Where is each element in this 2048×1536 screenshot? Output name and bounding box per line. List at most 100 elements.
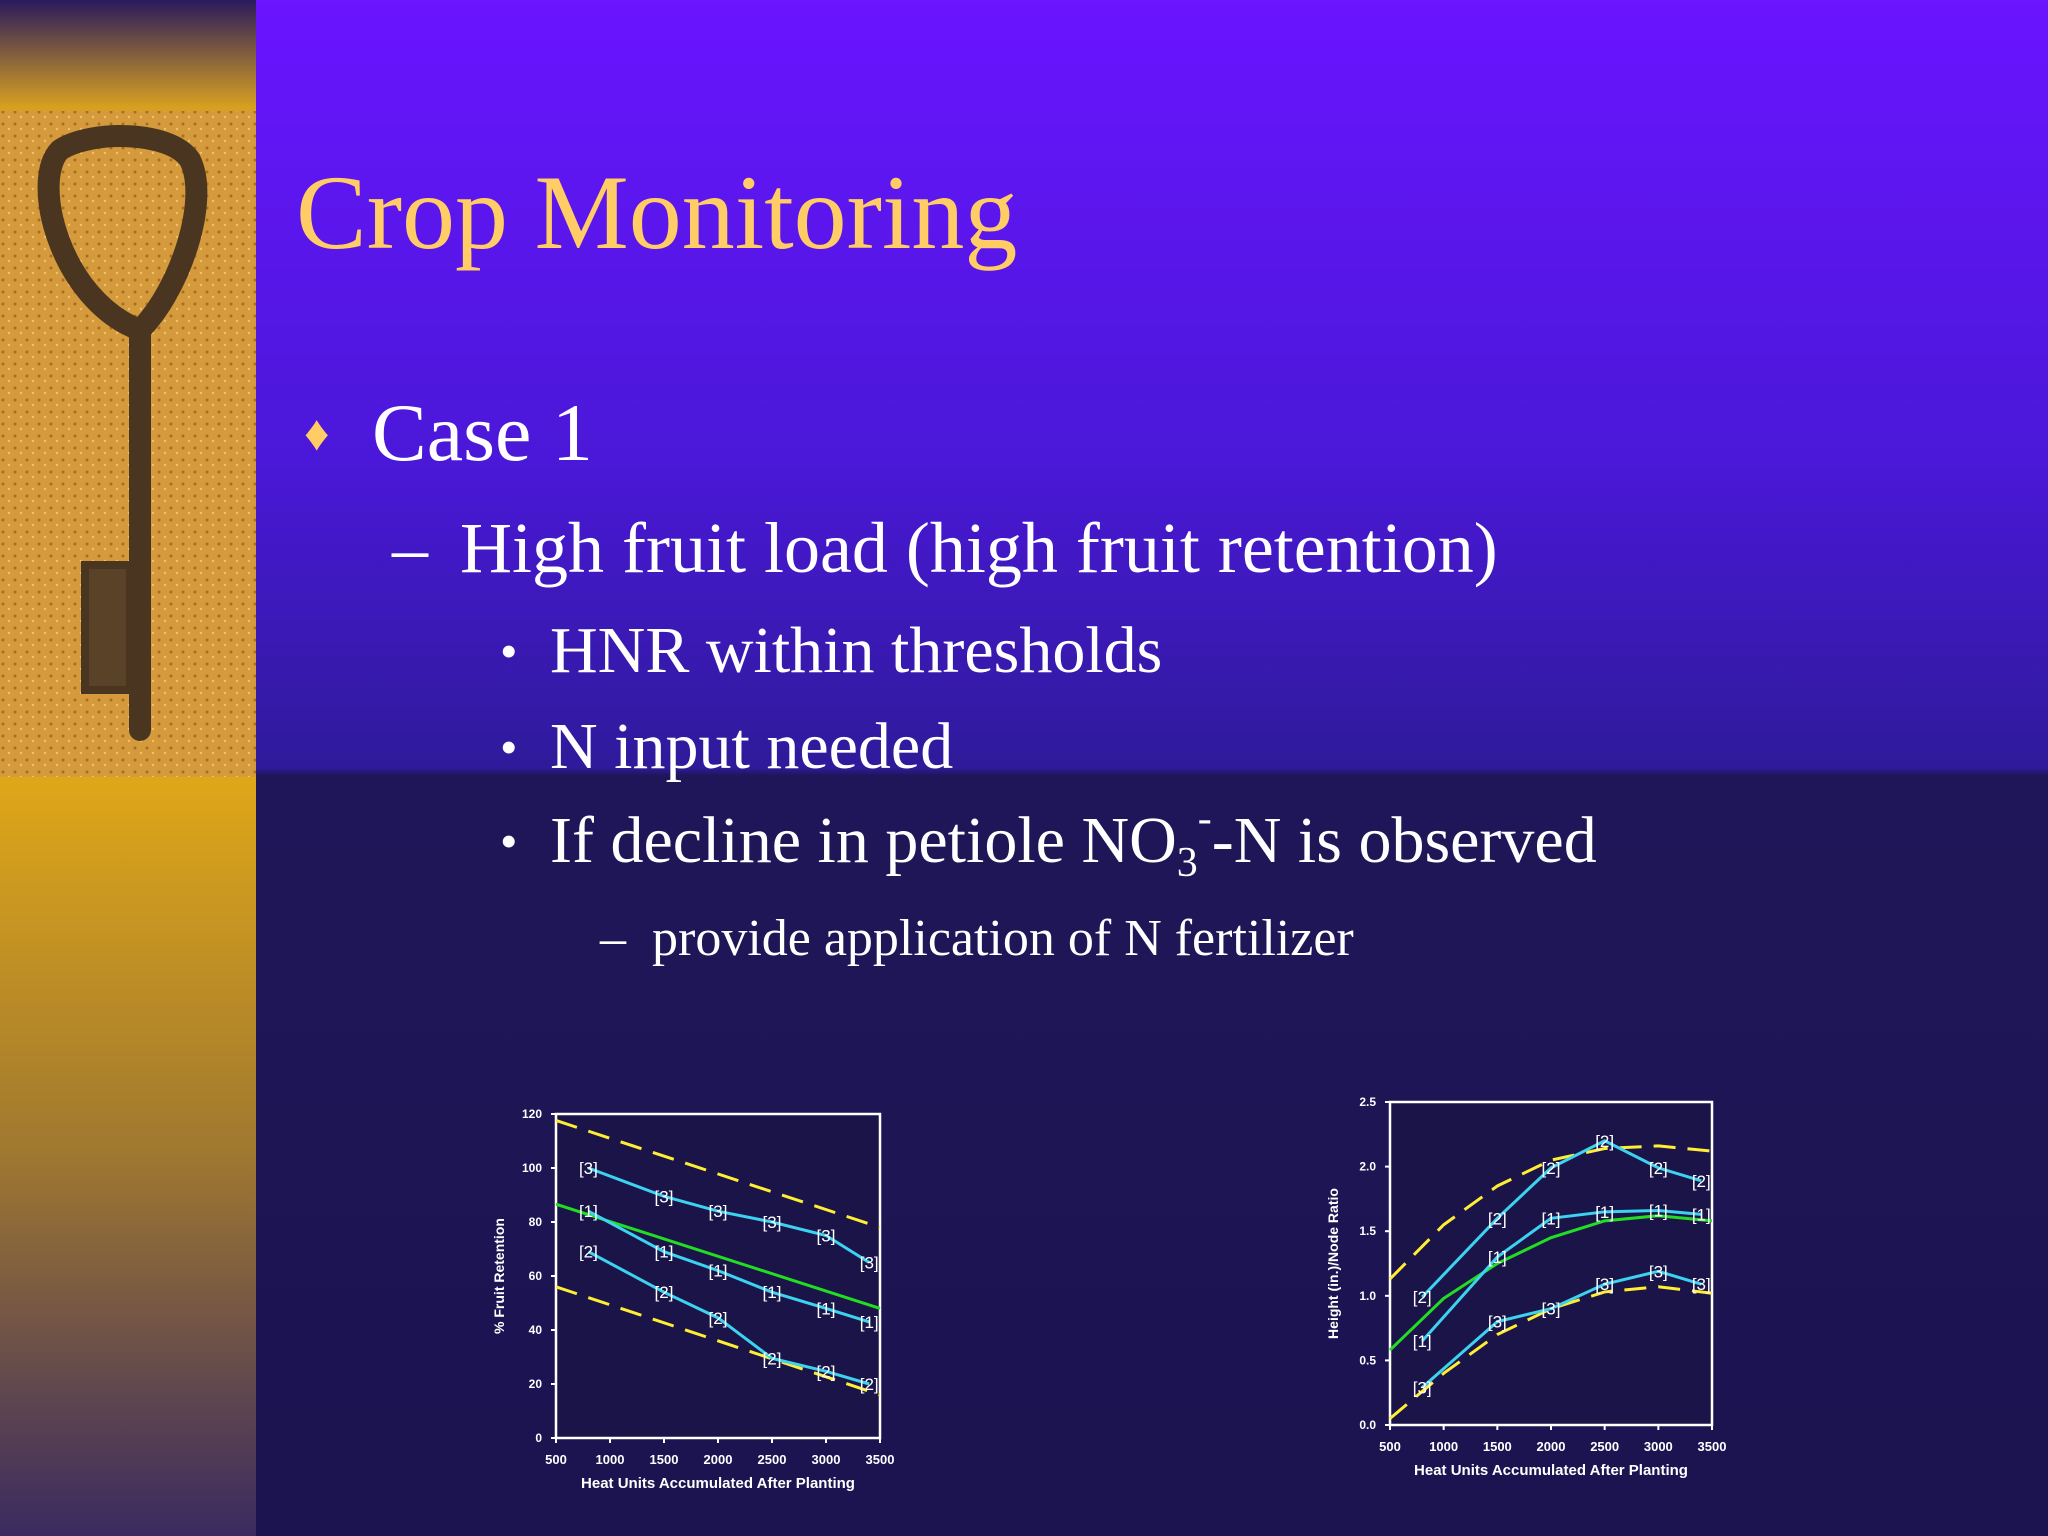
x-tick-label: 2000 xyxy=(704,1452,733,1467)
point-label: [1] xyxy=(1595,1203,1614,1222)
point-label: [3] xyxy=(1542,1300,1561,1319)
series-line xyxy=(1388,1214,1713,1352)
level4-text: provide application of N fertilizer xyxy=(652,910,1354,967)
series-line xyxy=(1421,1269,1702,1389)
series-line xyxy=(587,1166,870,1264)
point-label: [2] xyxy=(1649,1159,1668,1178)
point-label: [2] xyxy=(1413,1288,1432,1307)
series-line xyxy=(1421,1139,1702,1299)
x-tick-label: 500 xyxy=(545,1452,567,1467)
plot-area xyxy=(1388,1100,1714,1427)
series-line xyxy=(587,1250,870,1386)
point-label: [3] xyxy=(1692,1275,1711,1294)
point-label: [3] xyxy=(763,1213,782,1232)
point-label: [1] xyxy=(1542,1209,1561,1228)
point-label: [1] xyxy=(1692,1205,1711,1224)
x-tick-label: 2500 xyxy=(758,1452,787,1467)
x-tick-label: 1500 xyxy=(650,1452,679,1467)
y-tick-label: 2.5 xyxy=(1359,1095,1376,1109)
point-label: [2] xyxy=(709,1309,728,1328)
y-tick-label: 0 xyxy=(535,1431,542,1445)
point-label: [2] xyxy=(655,1283,674,1302)
series-line xyxy=(555,1119,881,1229)
x-tick-label: 1000 xyxy=(1429,1439,1458,1454)
y-tick-label: 120 xyxy=(522,1107,542,1121)
subscript: 3 xyxy=(1177,840,1198,886)
y-tick-label: 100 xyxy=(522,1161,542,1175)
point-label: [2] xyxy=(579,1243,598,1262)
x-tick-label: 500 xyxy=(1379,1439,1401,1454)
series-line xyxy=(1421,1209,1702,1343)
x-axis-label: Heat Units Accumulated After Planting xyxy=(1414,1462,1688,1479)
level2-text: High fruit load (high fruit retention) xyxy=(460,508,1498,588)
point-label: [3] xyxy=(1488,1313,1507,1332)
level3-text: HNR within thresholds xyxy=(550,614,1162,687)
dash: – xyxy=(391,508,429,588)
series-line xyxy=(1388,1144,1713,1281)
x-tick-label: 3000 xyxy=(812,1452,841,1467)
x-tick-label: 3000 xyxy=(1644,1439,1673,1454)
point-label: [3] xyxy=(817,1227,836,1246)
y-axis-label: Height (in.)/Node Ratio xyxy=(1325,1188,1341,1339)
y-tick-label: 80 xyxy=(529,1215,543,1229)
point-label: [1] xyxy=(860,1313,879,1332)
x-tick-label: 3500 xyxy=(866,1452,895,1467)
y-tick-label: 0.0 xyxy=(1359,1418,1376,1432)
y-tick-label: 20 xyxy=(529,1377,543,1391)
point-label: [1] xyxy=(1649,1202,1668,1221)
level3-list: • HNR within thresholds • N input needed • If… xyxy=(500,614,1597,886)
text-part: If decline in petiole NO xyxy=(550,804,1177,877)
y-tick-label: 0.5 xyxy=(1359,1353,1376,1367)
point-label: [1] xyxy=(655,1243,674,1262)
series-line xyxy=(555,1285,881,1397)
point-label: [2] xyxy=(1692,1172,1711,1191)
y-tick-label: 40 xyxy=(529,1323,543,1337)
text-part: -N is observed xyxy=(1212,804,1597,877)
superscript: - xyxy=(1198,796,1212,842)
y-tick-label: 60 xyxy=(529,1269,543,1283)
x-tick-label: 3500 xyxy=(1698,1439,1727,1454)
point-label: [1] xyxy=(1413,1332,1432,1351)
bullet-dot: • xyxy=(500,623,518,679)
point-label: [2] xyxy=(763,1349,782,1368)
point-label: [3] xyxy=(709,1202,728,1221)
x-tick-label: 2000 xyxy=(1537,1439,1566,1454)
bullet-dot: • xyxy=(500,813,518,869)
point-label: [1] xyxy=(709,1262,728,1281)
series-line xyxy=(587,1209,870,1324)
point-label: [3] xyxy=(1595,1275,1614,1294)
x-tick-label: 1500 xyxy=(1483,1439,1512,1454)
point-label: [3] xyxy=(1413,1379,1432,1398)
point-label: [2] xyxy=(860,1375,879,1394)
level3-text: If decline in petiole NO3--N is observed xyxy=(550,796,1597,886)
level1-text: Case 1 xyxy=(372,387,593,478)
x-axis-label: Heat Units Accumulated After Planting xyxy=(581,1475,855,1492)
point-label: [3] xyxy=(1649,1262,1668,1281)
y-tick-label: 2.0 xyxy=(1359,1160,1376,1174)
point-label: [2] xyxy=(1542,1159,1561,1178)
bullet-dot: • xyxy=(500,719,518,775)
dash: – xyxy=(599,910,627,967)
bullet-diamond: ♦ xyxy=(304,405,330,461)
x-tick-label: 2500 xyxy=(1590,1439,1619,1454)
point-label: [1] xyxy=(763,1283,782,1302)
y-axis-label: % Fruit Retention xyxy=(491,1218,507,1334)
point-label: [3] xyxy=(860,1254,879,1273)
point-label: [2] xyxy=(817,1362,836,1381)
level3-text: N input needed xyxy=(550,710,953,783)
slide-title: Crop Monitoring xyxy=(296,154,1017,271)
charts: 0 20 40 60 80 100 120 500 1000 1500 2000 2500 3000 35… xyxy=(491,1095,1726,1492)
key-image xyxy=(37,125,208,741)
point-label: [2] xyxy=(1488,1209,1507,1228)
point-label: [1] xyxy=(817,1299,836,1318)
y-tick-label: 1.0 xyxy=(1359,1289,1376,1303)
point-label: [2] xyxy=(1595,1132,1614,1151)
point-label: [1] xyxy=(579,1202,598,1221)
y-tick-label: 1.5 xyxy=(1359,1224,1376,1238)
series-line xyxy=(1389,1285,1713,1420)
x-tick-label: 1000 xyxy=(596,1452,625,1467)
point-label: [1] xyxy=(1488,1248,1507,1267)
point-label: [3] xyxy=(579,1159,598,1178)
